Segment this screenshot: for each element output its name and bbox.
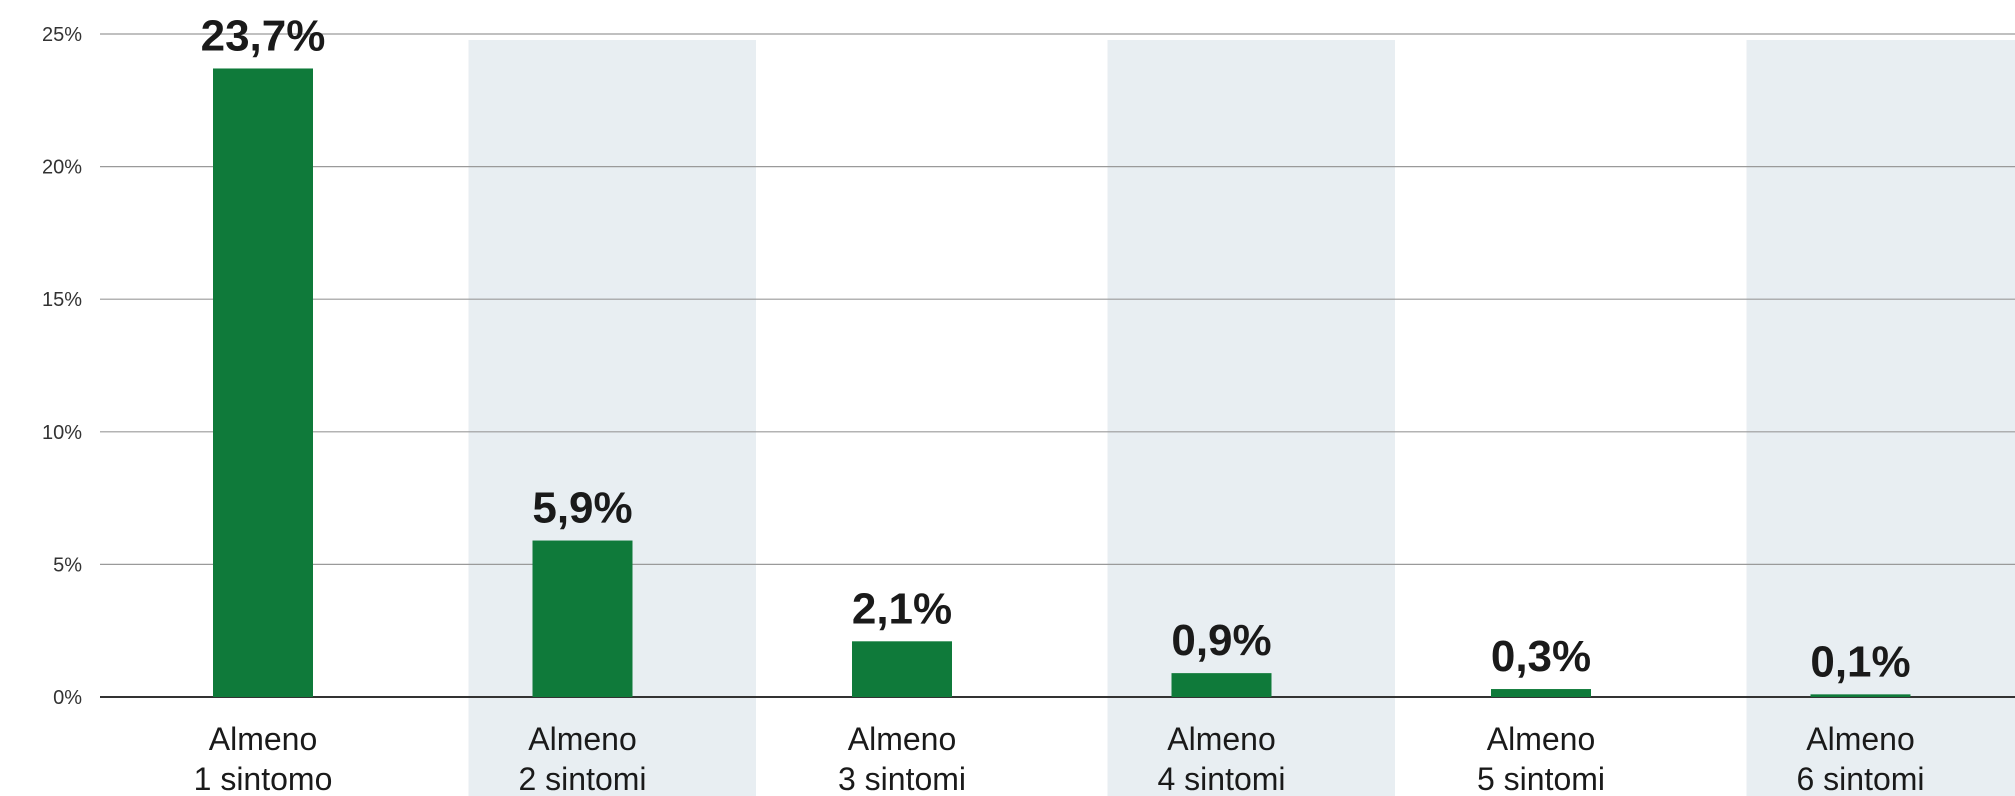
y-tick-label: 20%: [42, 157, 82, 179]
y-tick-label: 10%: [42, 422, 82, 444]
bars: [213, 68, 1911, 697]
bar-1: [213, 68, 313, 697]
x-axis-ticks: Almeno 1 sintomo Almeno 2 sintomi Almeno 3 si…: [194, 721, 1925, 796]
x-tick-label-2-line-1: Almeno: [528, 721, 637, 757]
gridlines: [100, 33, 2015, 698]
y-tick-label: 5%: [53, 554, 82, 576]
data-label-6: 0,1%: [1810, 637, 1910, 686]
x-tick-label-3-line-1: Almeno: [848, 721, 957, 757]
data-labels: 23,7% 5,9% 2,1% 0,9% 0,3% 0,1%: [201, 11, 1911, 686]
x-tick-label-5-line-1: Almeno: [1487, 721, 1596, 757]
bar-6: [1810, 694, 1911, 697]
data-label-3: 2,1%: [852, 584, 952, 633]
x-tick-label-1-line-1: Almeno: [209, 721, 318, 757]
data-label-2: 5,9%: [532, 484, 632, 533]
x-tick-label-6-line-1: Almeno: [1806, 721, 1915, 757]
x-tick-label-4-line-1: Almeno: [1167, 721, 1276, 757]
x-tick-label-5-line-2: 5 sintomi: [1477, 761, 1605, 796]
x-tick-label-2-line-2: 2 sintomi: [518, 761, 646, 796]
y-tick-label: 15%: [42, 289, 82, 311]
data-label-1: 23,7%: [201, 11, 326, 60]
bar-4: [1171, 673, 1272, 697]
y-tick-label: 25%: [42, 24, 82, 46]
x-tick-label-4-line-2: 4 sintomi: [1157, 761, 1285, 796]
y-axis-ticks: 0% 5% 10% 15% 20% 25%: [42, 24, 82, 709]
bar-3: [852, 641, 952, 697]
x-tick-label-6-line-2: 6 sintomi: [1796, 761, 1924, 796]
data-label-5: 0,3%: [1491, 632, 1591, 681]
x-tick-label-3-line-2: 3 sintomi: [838, 761, 966, 796]
bar-5: [1491, 689, 1591, 697]
y-tick-label: 0%: [53, 687, 82, 709]
data-label-4: 0,9%: [1171, 616, 1271, 665]
x-tick-label-1-line-2: 1 sintomo: [194, 761, 333, 796]
bar-2: [532, 540, 633, 697]
